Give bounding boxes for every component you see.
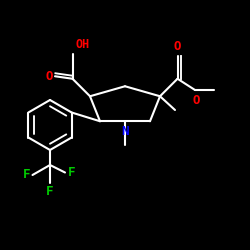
Text: F: F [22,168,30,181]
Text: O: O [45,70,52,83]
Text: F: F [68,166,75,179]
Text: O: O [174,40,181,52]
Text: F: F [46,185,54,198]
Text: O: O [192,94,200,107]
Text: OH: OH [75,38,89,51]
Text: N: N [121,125,129,138]
